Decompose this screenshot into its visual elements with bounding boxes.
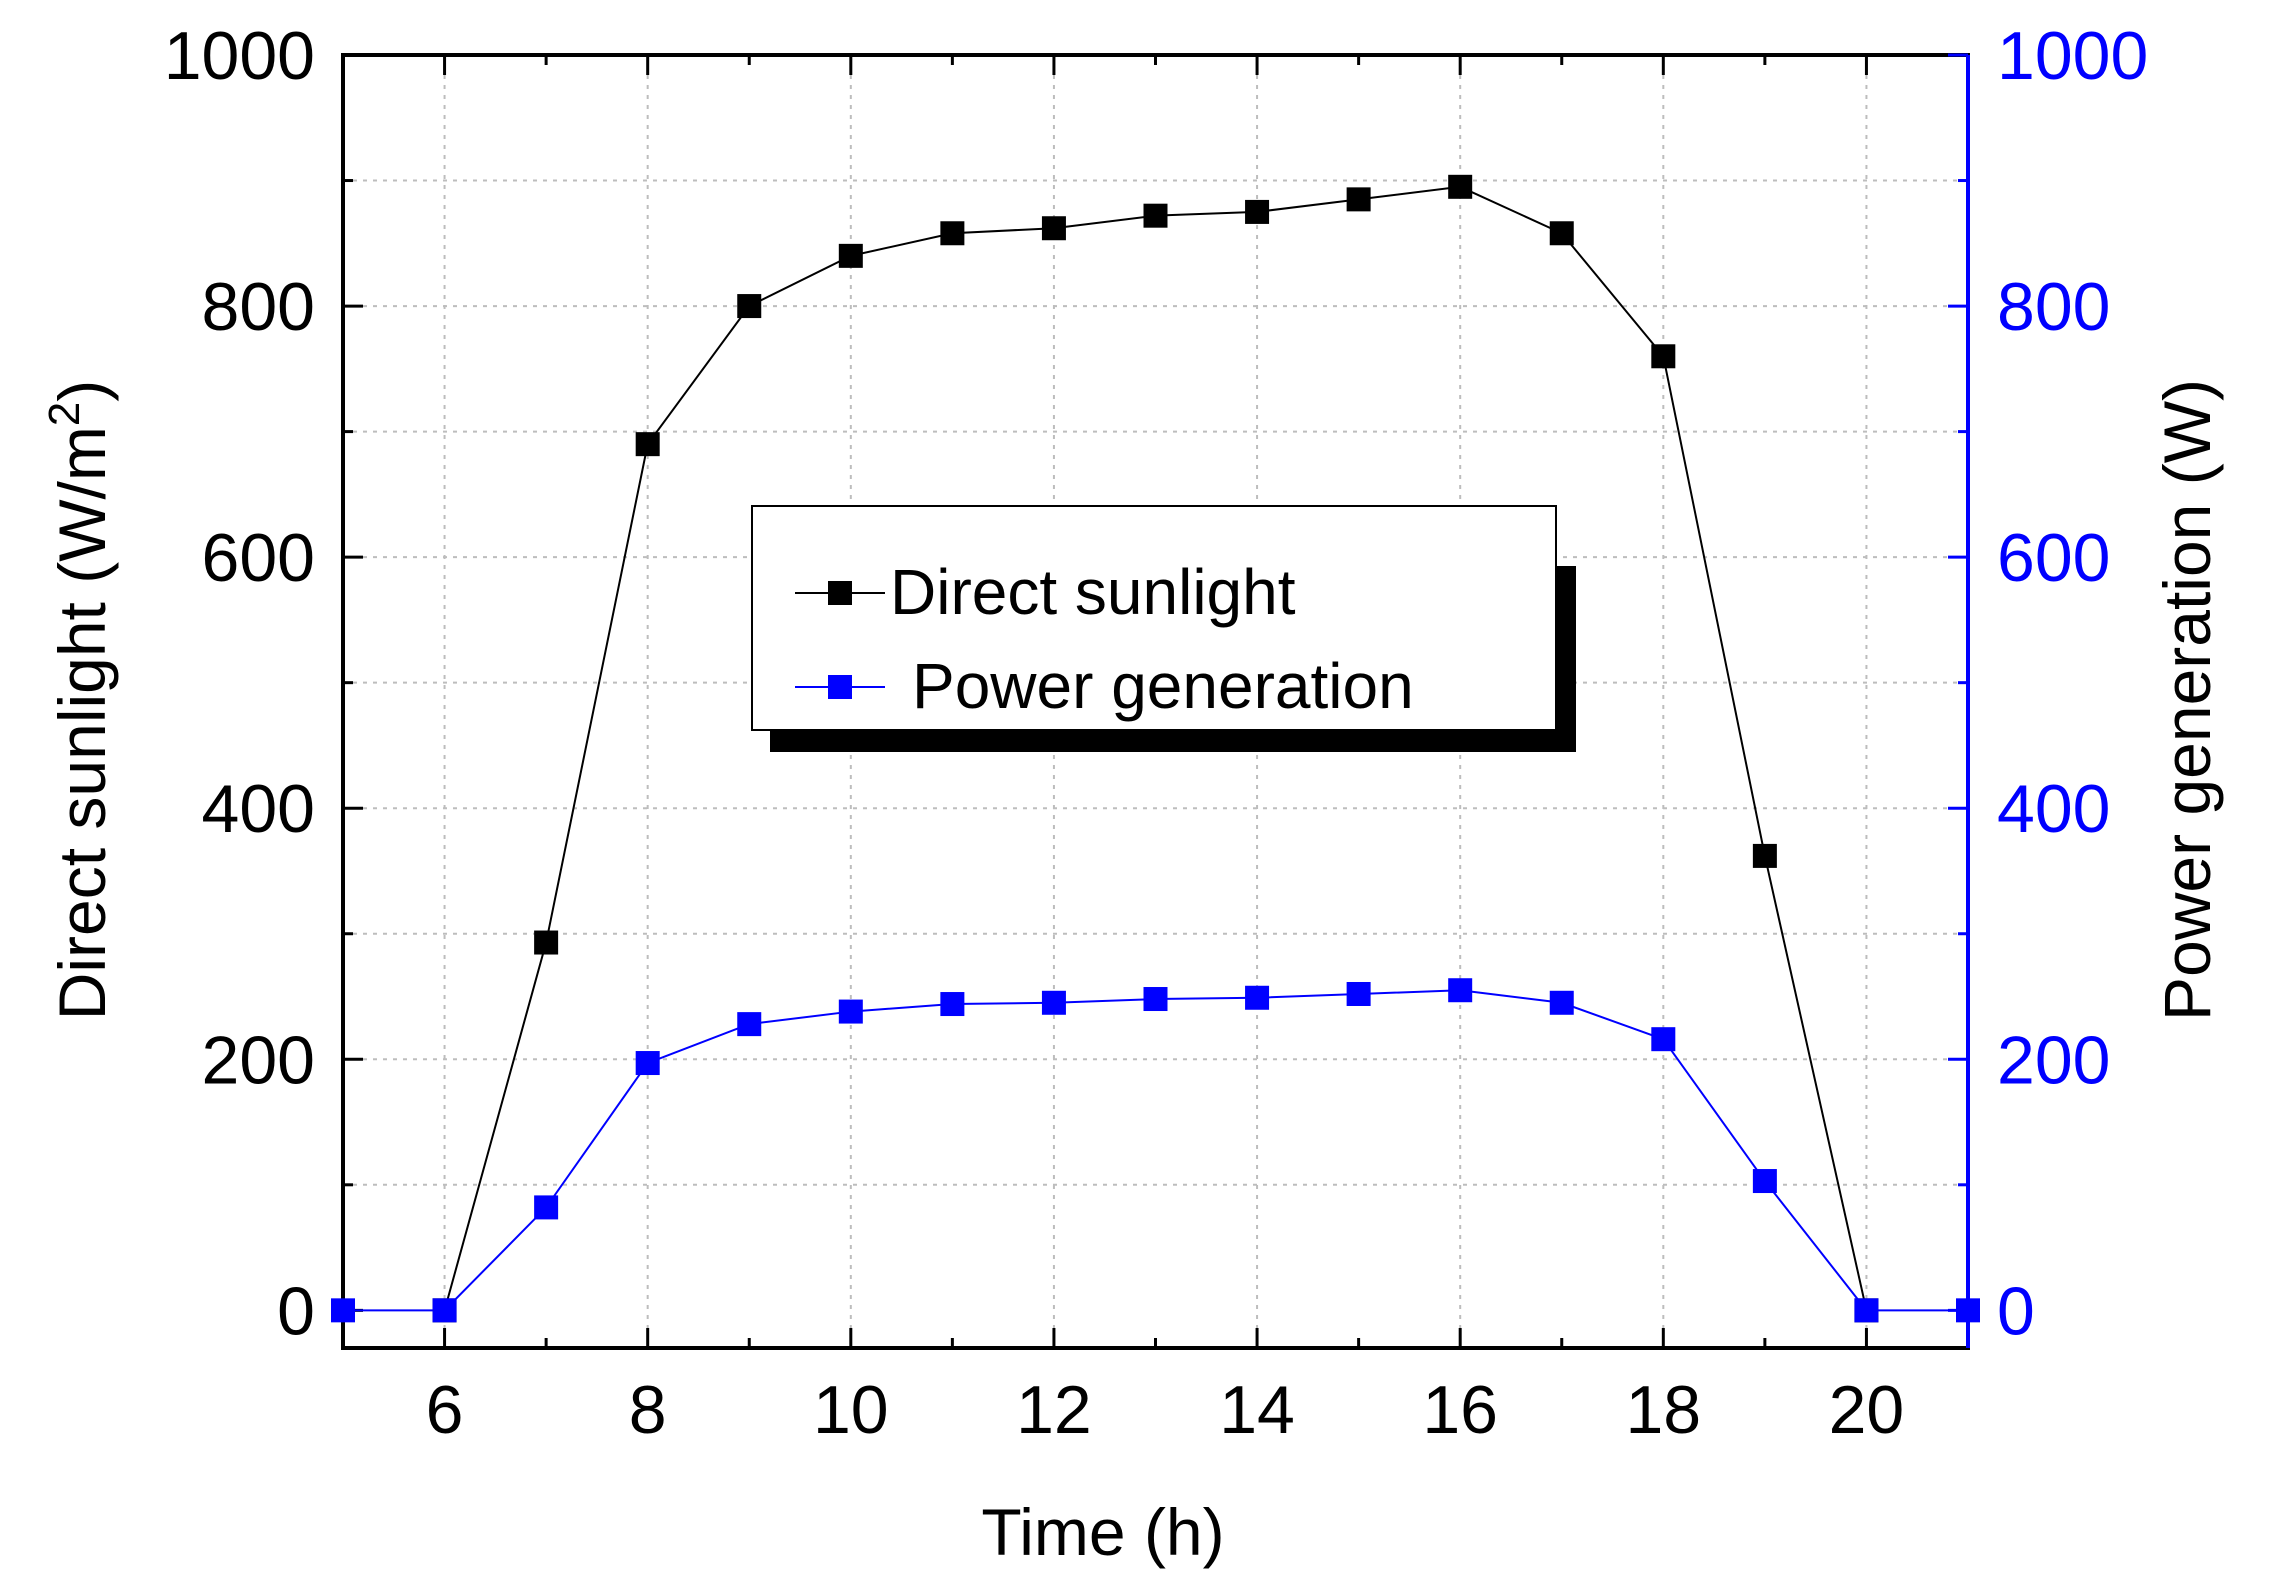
left-y-tick-label: 0 (277, 1273, 315, 1349)
x-axis: 6 8 10 12 14 16 18 20 (426, 55, 1905, 1448)
x-tick-label: 8 (629, 1372, 667, 1448)
data-point-power-generation (1752, 1169, 1777, 1194)
series-layer (331, 174, 1980, 1323)
left-y-tick-label: 600 (202, 520, 315, 596)
legend: Direct sunlight Power generation (751, 505, 1576, 752)
x-tick-label: 20 (1829, 1372, 1905, 1448)
data-point-power-generation (331, 1298, 355, 1323)
data-point-direct-sunlight (635, 432, 660, 457)
data-point-power-generation (1854, 1298, 1879, 1323)
data-point-direct-sunlight (1143, 203, 1168, 228)
x-axis-title: Time (h) (981, 1495, 1224, 1569)
left-y-tick-label: 200 (202, 1022, 315, 1098)
data-point-power-generation (737, 1012, 762, 1037)
data-point-power-generation (1245, 985, 1270, 1010)
left-axis-title-main: Direct sunlight (W/m (45, 426, 119, 1020)
data-point-direct-sunlight (1651, 344, 1676, 369)
x-tick-label: 6 (426, 1372, 464, 1448)
right-axis-title: Power generation (W) (2150, 379, 2224, 1021)
data-point-power-generation (838, 999, 863, 1024)
data-point-direct-sunlight (1041, 216, 1066, 241)
right-y-tick-label: 0 (1997, 1273, 2035, 1349)
data-point-power-generation (1956, 1298, 1980, 1323)
data-point-direct-sunlight (737, 294, 762, 319)
data-point-direct-sunlight (1549, 221, 1574, 246)
x-tick-label: 18 (1625, 1372, 1701, 1448)
left-y-axis: 0 200 400 600 800 1000 (164, 18, 363, 1349)
legend-marker-power-generation (828, 675, 852, 699)
data-point-power-generation (635, 1051, 660, 1076)
left-axis-title: Direct sunlight (W/m2) (40, 380, 119, 1021)
x-tick-label: 14 (1219, 1372, 1295, 1448)
left-axis-title-close: ) (45, 380, 119, 402)
data-point-power-generation (940, 992, 965, 1017)
data-point-direct-sunlight (838, 243, 863, 268)
data-point-direct-sunlight (1245, 199, 1270, 224)
data-point-power-generation (1448, 978, 1473, 1003)
right-y-tick-label: 1000 (1997, 18, 2148, 94)
data-point-power-generation (1651, 1027, 1676, 1052)
data-point-direct-sunlight (940, 221, 965, 246)
left-axis-title-sup: 2 (40, 402, 89, 426)
data-point-power-generation (1346, 981, 1371, 1006)
data-point-direct-sunlight (1752, 843, 1777, 868)
right-y-tick-label: 400 (1997, 771, 2110, 847)
data-point-direct-sunlight (1346, 187, 1371, 212)
left-y-tick-label: 400 (202, 771, 315, 847)
data-point-direct-sunlight (534, 930, 559, 955)
right-y-tick-label: 800 (1997, 269, 2110, 345)
right-y-axis: 0 200 400 600 800 1000 (1948, 18, 2148, 1349)
x-tick-label: 10 (813, 1372, 889, 1448)
series-line-power-generation (343, 989, 1968, 1312)
x-tick-label: 12 (1016, 1372, 1092, 1448)
data-point-power-generation (1041, 990, 1066, 1015)
data-point-power-generation (534, 1195, 559, 1220)
data-point-power-generation (1143, 987, 1168, 1012)
legend-label-power-generation: Power generation (912, 650, 1414, 722)
right-y-tick-label: 200 (1997, 1022, 2110, 1098)
legend-marker-direct-sunlight (828, 581, 852, 605)
legend-label-direct-sunlight: Direct sunlight (890, 556, 1296, 628)
data-point-power-generation (1549, 990, 1574, 1015)
data-point-direct-sunlight (1448, 174, 1473, 199)
data-point-power-generation (432, 1298, 457, 1323)
left-y-tick-label: 800 (202, 269, 315, 345)
right-y-tick-label: 600 (1997, 520, 2110, 596)
legend-box (751, 505, 1557, 731)
left-y-tick-label: 1000 (164, 18, 315, 94)
x-tick-label: 16 (1422, 1372, 1498, 1448)
